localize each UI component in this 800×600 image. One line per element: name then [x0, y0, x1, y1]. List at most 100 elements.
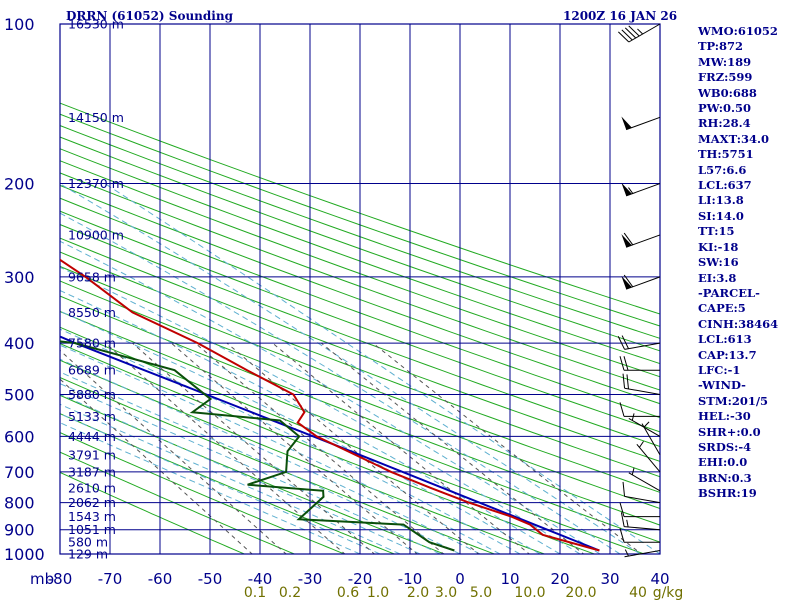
wind-barb-half: [639, 441, 644, 448]
pressure-tick-label: 200: [4, 175, 35, 194]
index-item: EHI:0.0: [698, 455, 748, 470]
wind-barb-full: [620, 512, 625, 527]
height-label: 2610 m: [68, 480, 116, 495]
mixing-ratio-label: 2.0: [407, 585, 429, 600]
height-label: 6689 m: [68, 363, 116, 378]
height-label: 129 m: [68, 547, 108, 562]
index-item: L57:6.6: [698, 162, 747, 177]
dry-adiabat: [60, 359, 546, 554]
moist-adiabat: [60, 371, 461, 554]
index-item: LCL:613: [698, 332, 752, 347]
height-label: 12370 m: [68, 176, 124, 191]
height-label: 5880 m: [68, 387, 116, 402]
mixing-ratio-label: 40: [629, 585, 647, 600]
mixing-ratio-label: 0.1: [244, 585, 266, 600]
wind-barb: [636, 441, 661, 473]
index-item: CAPE:5: [698, 301, 746, 316]
dry-adiabat: [60, 223, 660, 448]
temperature-tick-label: -20: [348, 570, 373, 588]
index-item: SW:16: [698, 255, 739, 270]
wind-barb-staff: [636, 444, 661, 473]
index-item: MAXT:34.0: [698, 131, 769, 146]
wind-barb-full: [619, 528, 625, 543]
height-label: 580 m: [68, 535, 108, 550]
wind-barb-staff: [628, 472, 661, 492]
dry-adiabat: [60, 376, 496, 554]
mixing-ratio-line: [132, 342, 376, 554]
index-item: WB0:688: [698, 85, 757, 100]
dry-adiabat: [60, 251, 660, 478]
height-label: 5133 m: [68, 409, 116, 424]
wind-barb-full: [622, 373, 626, 389]
mixing-ratio-label: 0.6: [337, 585, 359, 600]
temperature-tick-label: -10: [398, 570, 423, 588]
pressure-tick-label: 100: [4, 15, 35, 34]
wind-barb-full: [619, 356, 625, 371]
index-item: CINH:38464: [698, 316, 779, 331]
dry-adiabat: [60, 471, 246, 554]
pressure-tick-label: 600: [4, 427, 35, 446]
wind-barb: [619, 356, 660, 371]
wind-barb-full: [617, 336, 625, 350]
wind-barb-half: [631, 467, 635, 475]
temperature-tick-label: 20: [550, 570, 569, 588]
index-item: RH:28.4: [698, 116, 751, 131]
dry-adiabat: [60, 265, 660, 493]
index-item: CAP:13.7: [698, 347, 757, 362]
dewpoint-trace: [60, 340, 455, 552]
index-item: KI:-18: [698, 239, 739, 254]
mixing-ratio-label: 20.0: [565, 585, 596, 600]
wind-barb-full: [628, 25, 640, 37]
moist-adiabat: [60, 289, 561, 554]
dry-adiabat: [60, 432, 346, 554]
mixing-ratio-label: 1.0: [367, 585, 389, 600]
wind-barb-staff: [628, 23, 661, 43]
dry-adiabat: [60, 102, 660, 315]
wind-barb-full: [619, 402, 625, 417]
wind-barb: [618, 23, 661, 43]
wind-barb-full: [623, 356, 629, 371]
height-label: 8550 m: [68, 305, 116, 320]
wind-barb-staff: [624, 495, 661, 504]
plot-frame: [59, 23, 661, 555]
mixing-ratio-label: 0.2: [279, 585, 301, 600]
index-item: SRDS:-4: [698, 439, 752, 454]
dry-adiabat: [60, 184, 660, 405]
wind-barb-half: [628, 187, 634, 194]
dry-adiabat: [60, 197, 660, 419]
wind-barb-staff: [626, 276, 661, 290]
height-label: 9658 m: [68, 269, 116, 284]
mixing-ratio-label: 10.0: [514, 585, 545, 600]
index-item: HEL:-30: [698, 409, 751, 424]
wind-barb: [619, 502, 660, 518]
dry-adiabat: [60, 413, 396, 554]
chart-time: 1200Z 16 JAN 26: [563, 9, 678, 23]
dry-adiabat: [60, 451, 296, 554]
pressure-tick-label: 900: [4, 521, 35, 540]
pressure-tick-label: 400: [4, 334, 35, 353]
dry-adiabat: [60, 172, 660, 391]
mixing-ratio-label: 5.0: [470, 585, 492, 600]
temperature-tick-label: -50: [198, 570, 223, 588]
mixing-ratio-unit: g/kg: [653, 585, 684, 600]
wind-barb-full: [619, 502, 625, 517]
chart-title: DRRN (61052) Sounding: [66, 9, 233, 23]
index-item: LCL:637: [698, 178, 752, 193]
temperature-tick-label: -80: [48, 570, 73, 588]
mixing-ratio-line: [60, 349, 287, 554]
wind-barb: [621, 232, 661, 248]
height-label: 2062 m: [68, 495, 116, 510]
wind-barb-full: [624, 27, 637, 39]
wind-barb-full: [621, 335, 629, 349]
wind-barb: [624, 549, 661, 558]
temperature-tick-label: 30: [600, 570, 619, 588]
index-item: BSHR:19: [698, 486, 757, 501]
index-item: EI:3.8: [698, 270, 737, 285]
index-item: -PARCEL-: [698, 285, 760, 300]
index-item: WMO:61052: [698, 24, 778, 38]
temperature-trace: [60, 258, 600, 552]
index-item: TT:15: [698, 224, 735, 239]
dry-adiabat: [60, 136, 660, 352]
moist-adiabat: [60, 212, 621, 554]
